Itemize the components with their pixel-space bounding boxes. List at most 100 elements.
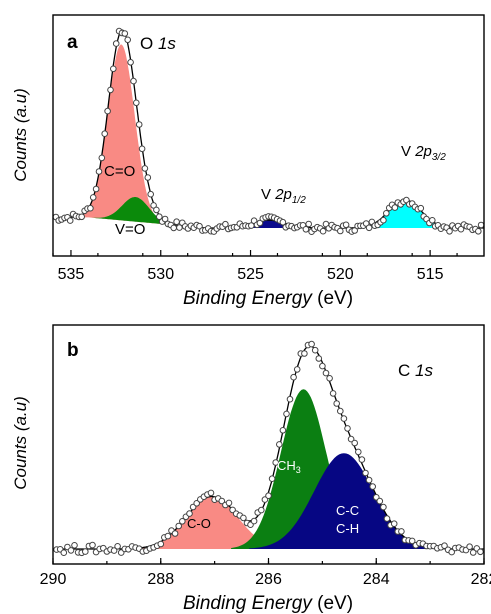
data-point — [138, 145, 146, 153]
data-point — [315, 355, 323, 362]
data-point — [89, 194, 97, 201]
v2p12-label: V 2p1/2 — [261, 186, 306, 206]
data-point — [286, 395, 294, 403]
data-point — [383, 210, 390, 217]
data-point — [175, 522, 182, 530]
data-point — [322, 369, 330, 377]
data-point — [144, 174, 152, 181]
data-point — [279, 427, 287, 434]
data-point — [147, 190, 154, 198]
data-point — [380, 216, 387, 224]
panel-a-x-ticks: 535 530 525 520 515 — [52, 250, 458, 283]
panel-a-y-axis-label: Counts (a.u) — [11, 88, 30, 182]
data-point — [207, 489, 215, 497]
data-point — [110, 65, 117, 73]
data-point — [383, 515, 391, 522]
data-point — [71, 542, 78, 549]
data-point — [351, 439, 359, 447]
data-point — [355, 448, 362, 456]
c-h-label: C-H — [336, 521, 359, 536]
data-point — [261, 496, 269, 503]
panel-b-data-points — [53, 340, 484, 557]
data-point — [153, 206, 160, 214]
data-point — [477, 548, 484, 556]
data-point — [446, 228, 453, 235]
data-point — [121, 30, 129, 37]
panel-b-x-ticks: 290 288 286 284 282 — [40, 558, 491, 588]
x-tick-label: 288 — [147, 571, 174, 588]
data-point — [417, 204, 425, 212]
data-point — [283, 410, 290, 418]
data-point — [365, 476, 373, 484]
data-point — [329, 390, 337, 397]
data-point — [114, 543, 121, 550]
data-point — [477, 221, 485, 229]
data-point — [66, 217, 74, 224]
data-point — [448, 548, 456, 556]
data-point — [293, 366, 301, 373]
data-point — [319, 362, 326, 370]
ch3-label: CH3 — [277, 458, 301, 475]
panel-b: 290 288 286 284 282 b C 1s C-O CH3 C-C C-H B… — [11, 324, 491, 614]
data-point — [326, 375, 333, 382]
data-point — [369, 483, 377, 490]
data-point — [218, 497, 226, 505]
data-point — [156, 213, 163, 220]
data-point — [390, 520, 398, 528]
data-point — [272, 459, 280, 466]
panel-a-data-points — [52, 27, 485, 235]
data-point — [380, 503, 387, 511]
data-point — [82, 548, 89, 555]
data-point — [67, 547, 75, 554]
data-point — [469, 549, 477, 556]
data-point — [164, 532, 172, 540]
x-tick-label: 284 — [363, 571, 390, 588]
data-point — [344, 425, 351, 432]
data-point — [276, 441, 283, 448]
v-eq-o-label: V=O — [115, 221, 145, 238]
data-point — [362, 469, 369, 477]
data-point — [179, 518, 186, 525]
data-point — [305, 220, 313, 228]
x-tick-label: 520 — [327, 266, 354, 283]
data-point — [308, 340, 315, 348]
data-point — [112, 40, 120, 47]
data-point — [290, 373, 297, 381]
data-point — [98, 154, 106, 162]
data-point — [256, 219, 264, 227]
data-point — [135, 121, 143, 128]
c1s-label: C 1s — [398, 361, 433, 380]
data-point — [311, 346, 319, 354]
data-point — [193, 500, 200, 507]
data-point — [78, 213, 85, 221]
data-point — [186, 510, 193, 517]
data-point — [222, 220, 229, 228]
data-point — [161, 215, 169, 223]
v2p32-label: V 2p3/2 — [401, 143, 446, 163]
data-point — [240, 514, 247, 522]
data-point — [398, 528, 405, 535]
data-point — [87, 204, 94, 212]
data-point — [302, 226, 310, 233]
data-point — [358, 456, 366, 463]
data-point — [441, 542, 448, 550]
panel-b-label: b — [67, 340, 79, 361]
data-point — [89, 541, 96, 549]
data-point — [95, 168, 103, 175]
data-point — [333, 400, 341, 407]
data-point — [265, 492, 272, 500]
x-tick-label: 535 — [58, 266, 85, 283]
data-point — [133, 99, 140, 107]
data-point — [319, 227, 327, 235]
data-point — [429, 217, 436, 224]
data-point — [157, 540, 165, 548]
data-point — [225, 499, 233, 507]
data-point — [337, 227, 344, 235]
data-point — [107, 86, 114, 94]
c-o-label: C-O — [187, 516, 211, 531]
data-point — [258, 506, 265, 514]
x-tick-label: 286 — [255, 571, 282, 588]
data-point — [130, 77, 137, 85]
data-point — [60, 549, 68, 557]
